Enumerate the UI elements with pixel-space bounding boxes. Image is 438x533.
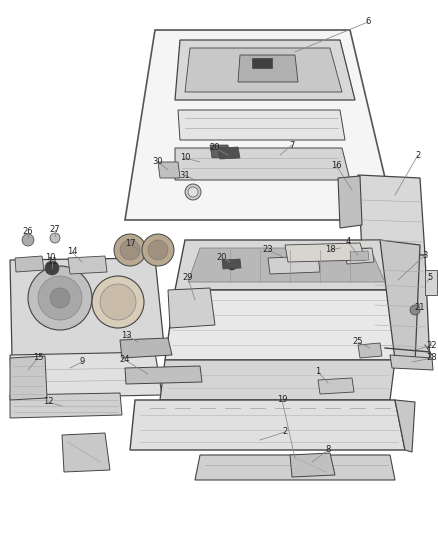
Text: 20: 20	[210, 143, 220, 152]
Text: 29: 29	[183, 273, 193, 282]
Circle shape	[410, 305, 420, 315]
Circle shape	[142, 234, 174, 266]
Polygon shape	[68, 256, 107, 274]
Polygon shape	[395, 400, 415, 452]
Text: 26: 26	[23, 228, 33, 237]
Polygon shape	[10, 393, 122, 418]
Text: 18: 18	[325, 246, 336, 254]
Polygon shape	[168, 288, 215, 328]
Polygon shape	[345, 248, 374, 264]
Text: 17: 17	[125, 239, 135, 248]
Polygon shape	[290, 453, 335, 477]
Text: 2: 2	[283, 427, 288, 437]
Text: 27: 27	[49, 225, 60, 235]
Text: 2: 2	[415, 150, 420, 159]
Polygon shape	[10, 356, 47, 400]
Text: 19: 19	[277, 395, 287, 405]
Circle shape	[50, 233, 60, 243]
Polygon shape	[358, 343, 382, 358]
Polygon shape	[358, 175, 425, 255]
Circle shape	[114, 234, 146, 266]
Polygon shape	[175, 40, 355, 100]
Circle shape	[50, 288, 70, 308]
Circle shape	[148, 240, 168, 260]
Polygon shape	[185, 48, 342, 92]
Text: 4: 4	[346, 238, 351, 246]
Polygon shape	[165, 290, 400, 360]
Circle shape	[100, 284, 136, 320]
Text: 23: 23	[263, 246, 273, 254]
Polygon shape	[130, 400, 405, 450]
Polygon shape	[268, 256, 320, 274]
Polygon shape	[370, 250, 430, 365]
Polygon shape	[238, 55, 298, 82]
Text: 21: 21	[415, 303, 425, 312]
Text: 6: 6	[365, 18, 371, 27]
Text: 25: 25	[353, 337, 363, 346]
Polygon shape	[222, 259, 241, 269]
Text: 22: 22	[427, 341, 437, 350]
Circle shape	[45, 261, 59, 275]
Text: 11: 11	[47, 257, 57, 266]
Text: 13: 13	[121, 330, 131, 340]
Polygon shape	[178, 110, 345, 140]
Text: 3: 3	[422, 251, 427, 260]
Polygon shape	[338, 176, 362, 228]
Text: 31: 31	[180, 171, 191, 180]
Circle shape	[28, 266, 92, 330]
Circle shape	[22, 234, 34, 246]
Text: 1: 1	[315, 367, 321, 376]
Polygon shape	[15, 256, 44, 272]
Polygon shape	[252, 58, 272, 68]
Text: 20: 20	[217, 254, 227, 262]
Text: 5: 5	[427, 273, 433, 282]
Text: 10: 10	[180, 154, 190, 163]
Text: 9: 9	[79, 358, 85, 367]
Polygon shape	[285, 243, 365, 262]
Text: 24: 24	[120, 356, 130, 365]
Circle shape	[92, 276, 144, 328]
Text: 8: 8	[325, 446, 331, 455]
Text: 7: 7	[290, 141, 295, 149]
Polygon shape	[175, 148, 350, 180]
Polygon shape	[10, 258, 165, 358]
Text: 14: 14	[67, 247, 77, 256]
Polygon shape	[318, 378, 354, 394]
Polygon shape	[120, 338, 172, 358]
Text: 28: 28	[427, 353, 437, 362]
Polygon shape	[62, 433, 110, 472]
Polygon shape	[425, 270, 437, 295]
Polygon shape	[160, 360, 395, 400]
Polygon shape	[385, 400, 410, 430]
Text: 10: 10	[45, 254, 55, 262]
Polygon shape	[125, 366, 202, 384]
Text: 16: 16	[331, 160, 341, 169]
Text: 15: 15	[33, 353, 43, 362]
Polygon shape	[350, 251, 369, 261]
Polygon shape	[175, 240, 400, 290]
Polygon shape	[218, 147, 240, 159]
Polygon shape	[380, 240, 420, 365]
Circle shape	[188, 187, 198, 197]
Polygon shape	[158, 162, 180, 178]
Polygon shape	[10, 352, 162, 398]
Circle shape	[227, 260, 237, 270]
Circle shape	[120, 240, 140, 260]
Polygon shape	[195, 455, 395, 480]
Polygon shape	[390, 355, 433, 370]
Text: 12: 12	[43, 398, 53, 407]
Text: 30: 30	[153, 157, 163, 166]
Polygon shape	[188, 248, 385, 282]
Circle shape	[185, 184, 201, 200]
Polygon shape	[125, 30, 395, 220]
Polygon shape	[210, 145, 230, 158]
Circle shape	[38, 276, 82, 320]
